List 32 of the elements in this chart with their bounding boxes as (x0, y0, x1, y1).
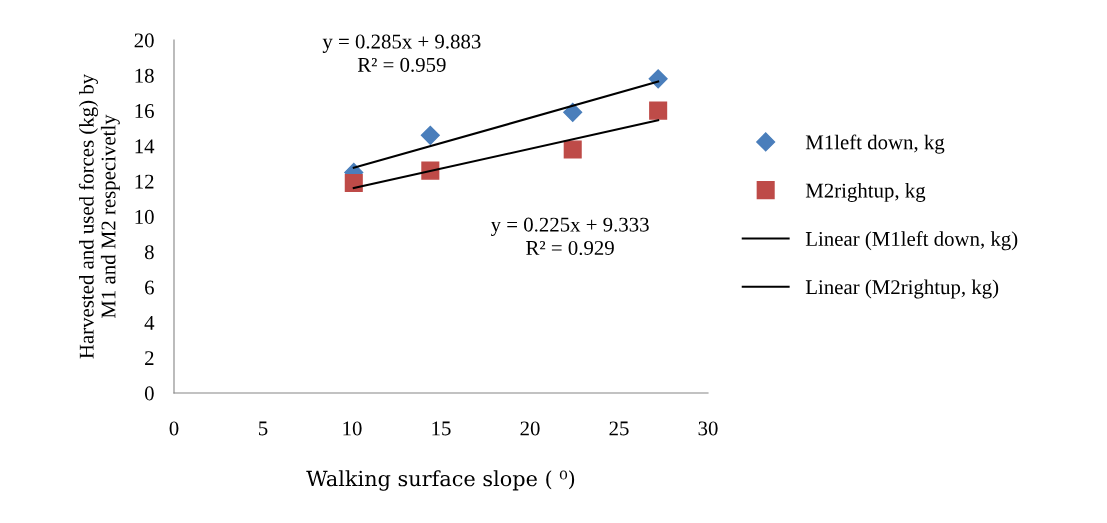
x-tick-label: 20 (520, 421, 540, 436)
y-tick-label: 20 (134, 33, 154, 48)
legend-label: Linear (M2rightup, kg) (805, 279, 999, 299)
x-tick-label: 15 (432, 421, 451, 436)
annotation: y = 0.285x + 9.883 R² = 0.959 (322, 34, 481, 72)
x-tick-label: 30 (698, 421, 718, 436)
point (420, 125, 440, 145)
point (648, 69, 668, 89)
y-tick-label: 2 (145, 351, 154, 365)
point (649, 101, 668, 120)
point (563, 140, 582, 159)
x-tick-label: 25 (609, 421, 629, 436)
y-tick-label: 18 (135, 68, 154, 83)
point (344, 173, 363, 192)
legend-label: M2rightup, kg (805, 182, 926, 202)
y-tick-label: 14 (135, 139, 155, 154)
annotation: y = 0.225x + 9.333 R² = 0.929 (490, 217, 649, 256)
x-tick-label: 10 (343, 421, 362, 436)
x-tick-label: 5 (259, 421, 268, 436)
y-tick-label: 6 (145, 280, 154, 295)
y-tick-label: 8 (144, 245, 154, 260)
point (563, 102, 583, 122)
legend-label: Linear (M1left down, kg) (805, 231, 1018, 251)
legend-label: M1left down, kg (805, 134, 945, 154)
y-tick-label: 16 (135, 104, 154, 119)
y-axis-title: Harvested and used forces (kg) by M1 and M2 respecivetly (78, 73, 120, 359)
y-tick-label: 10 (135, 209, 154, 224)
y-tick-label: 12 (135, 174, 154, 189)
y-tick-label: 0 (144, 386, 154, 401)
y-tick-label: 4 (144, 315, 155, 330)
x-tick-label: 0 (169, 421, 179, 436)
x-axis-title: Walking surface slope ( ⁰) (306, 470, 575, 491)
